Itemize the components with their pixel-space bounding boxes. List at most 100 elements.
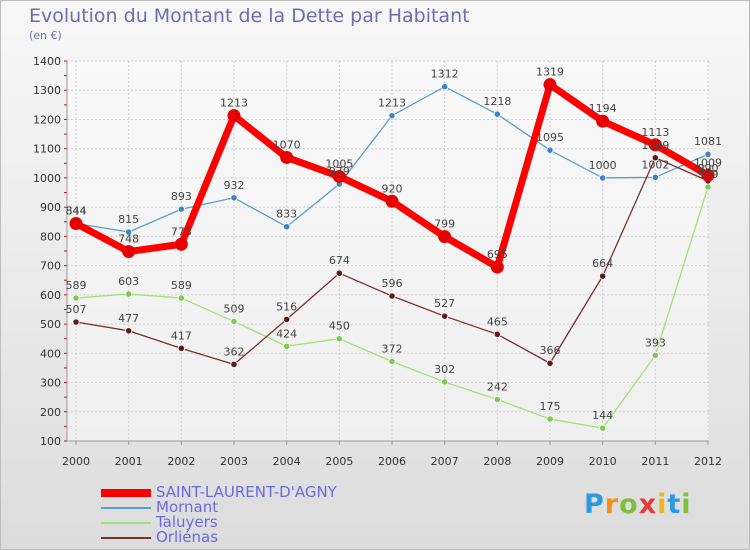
data-point bbox=[704, 183, 712, 191]
data-point bbox=[701, 168, 715, 182]
legend-swatch bbox=[101, 507, 151, 509]
data-point bbox=[546, 359, 554, 367]
y-tick-label: 900 bbox=[40, 201, 61, 214]
data-point bbox=[227, 109, 241, 123]
data-point bbox=[125, 228, 133, 236]
x-tick-label: 2007 bbox=[431, 455, 459, 468]
legend-label: Mornant bbox=[156, 498, 219, 516]
x-tick-label: 2003 bbox=[220, 455, 248, 468]
legend-label: Taluyers bbox=[156, 513, 218, 531]
data-point bbox=[441, 83, 449, 91]
data-label: 242 bbox=[487, 380, 508, 393]
data-point bbox=[546, 146, 554, 154]
x-tick-label: 2004 bbox=[273, 455, 301, 468]
x-tick-label: 2006 bbox=[378, 455, 406, 468]
data-point bbox=[546, 415, 554, 423]
y-tick-label: 1000 bbox=[33, 172, 61, 185]
data-label: 979 bbox=[329, 165, 350, 178]
data-label: 507 bbox=[66, 303, 87, 316]
y-tick-label: 800 bbox=[40, 230, 61, 243]
data-point bbox=[493, 395, 501, 404]
x-tick-label: 2010 bbox=[589, 455, 617, 468]
data-point bbox=[283, 315, 291, 323]
logo-letter: x bbox=[638, 489, 658, 520]
data-label: 477 bbox=[118, 312, 139, 325]
data-point bbox=[230, 360, 238, 369]
data-label: 302 bbox=[434, 363, 455, 376]
data-label: 465 bbox=[487, 315, 508, 328]
data-label: 893 bbox=[171, 190, 192, 203]
data-label: 799 bbox=[434, 218, 455, 231]
data-point bbox=[72, 318, 80, 326]
data-label: 990 bbox=[698, 162, 719, 175]
data-point bbox=[280, 150, 294, 164]
legend-swatch bbox=[101, 489, 151, 497]
y-tick-label: 300 bbox=[40, 377, 61, 390]
data-point bbox=[596, 114, 610, 128]
data-label: 1213 bbox=[220, 97, 248, 110]
y-tick-label: 200 bbox=[40, 406, 61, 419]
logo-letter: r bbox=[604, 489, 620, 520]
data-point bbox=[125, 290, 133, 298]
data-point bbox=[388, 292, 396, 300]
data-label: 1095 bbox=[536, 131, 564, 144]
data-label: 527 bbox=[434, 297, 455, 310]
x-tick-label: 2000 bbox=[62, 455, 90, 468]
data-label: 450 bbox=[329, 320, 350, 333]
data-label: 1005 bbox=[325, 157, 353, 170]
data-point bbox=[438, 230, 452, 244]
legend-label: Orliénas bbox=[156, 528, 219, 546]
x-tick-label: 2011 bbox=[641, 455, 669, 468]
logo-letter: o bbox=[619, 489, 639, 520]
data-label: 664 bbox=[592, 257, 613, 270]
data-label: 175 bbox=[540, 400, 561, 413]
x-tick-label: 2008 bbox=[483, 455, 511, 468]
data-point bbox=[441, 312, 449, 320]
x-tick-label: 2012 bbox=[694, 455, 722, 468]
data-label: 969 bbox=[698, 168, 719, 181]
data-label: 932 bbox=[224, 179, 245, 192]
data-point bbox=[177, 205, 185, 213]
y-tick-label: 100 bbox=[40, 435, 61, 448]
data-label: 1000 bbox=[589, 159, 617, 172]
data-point bbox=[177, 344, 185, 352]
data-point bbox=[122, 245, 136, 259]
y-tick-label: 500 bbox=[40, 318, 61, 331]
data-label: 1002 bbox=[641, 158, 669, 171]
data-label: 674 bbox=[329, 254, 350, 267]
data-label: 372 bbox=[382, 342, 403, 355]
x-tick-label: 2009 bbox=[536, 455, 564, 468]
data-label: 844 bbox=[66, 205, 87, 218]
data-label: 695 bbox=[487, 248, 508, 261]
data-point bbox=[332, 169, 346, 183]
data-label: 509 bbox=[224, 302, 245, 315]
data-point bbox=[599, 174, 607, 182]
logo-letter: i bbox=[657, 489, 668, 520]
data-point bbox=[388, 112, 396, 120]
data-label: 393 bbox=[645, 336, 666, 349]
x-tick-label: 2005 bbox=[325, 455, 353, 468]
plot-area bbox=[67, 61, 709, 441]
data-point bbox=[493, 330, 501, 338]
data-point bbox=[441, 378, 449, 386]
logo-letter: P bbox=[584, 489, 605, 520]
y-tick-label: 1100 bbox=[33, 143, 61, 156]
legend-label: SAINT-LAURENT-D'AGNY bbox=[156, 483, 337, 501]
data-label: 1113 bbox=[641, 126, 669, 139]
data-label: 516 bbox=[276, 300, 297, 313]
data-point bbox=[69, 217, 83, 231]
data-label: 815 bbox=[118, 213, 139, 226]
chart-title: Evolution du Montant de la Dette par Hab… bbox=[29, 5, 470, 27]
data-point bbox=[283, 223, 291, 231]
data-point bbox=[651, 351, 659, 359]
data-point bbox=[125, 327, 133, 335]
data-label: 773 bbox=[171, 225, 192, 238]
data-point bbox=[283, 342, 291, 350]
chart-subtitle: (en €) bbox=[29, 29, 62, 42]
legend-swatch bbox=[101, 537, 151, 539]
data-point bbox=[385, 194, 399, 208]
data-label: 144 bbox=[592, 409, 613, 422]
data-label: 748 bbox=[118, 233, 139, 246]
data-label: 1069 bbox=[641, 139, 669, 152]
data-point bbox=[490, 260, 504, 274]
